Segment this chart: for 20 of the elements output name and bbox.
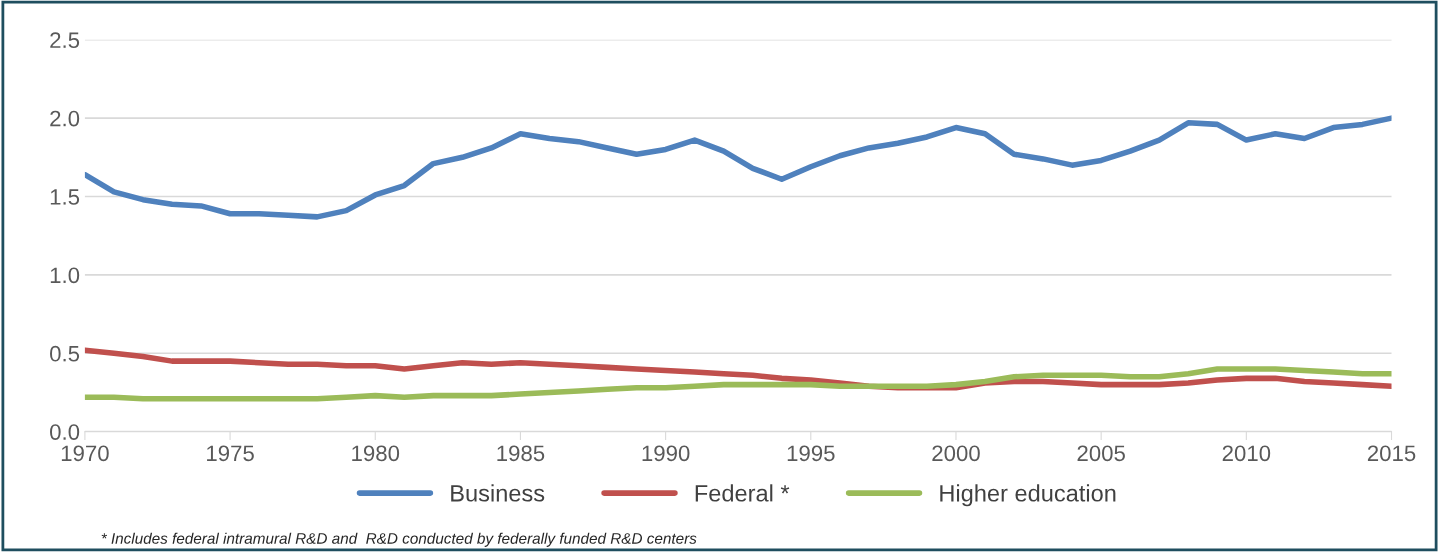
legend-label: Higher education <box>940 484 1116 507</box>
x-tick-label: 1995 <box>787 445 835 462</box>
x-tick-label: 2010 <box>1222 445 1271 462</box>
x-tick-label: 2000 <box>932 445 980 462</box>
x-tick-label: 1970 <box>61 445 109 462</box>
x-tick-label: 1980 <box>352 445 400 462</box>
legend-label: Business <box>451 484 545 502</box>
text: * Includes federal intramural R&D and R&D conducted by federally funded R&D centers <box>101 532 697 547</box>
y-tick-label: 0.5 <box>50 345 80 362</box>
x-tick-label: 2015 <box>1367 445 1416 462</box>
x-tick-label: 1975 <box>207 445 254 462</box>
y-tick-label: 1.5 <box>50 189 80 205</box>
y-tick-label: 2.0 <box>50 110 80 127</box>
x-tick-label: 1990 <box>642 445 690 462</box>
y-tick-label: 2.5 <box>50 32 80 49</box>
y-tick-label: 0.0 <box>50 424 80 440</box>
x-tick-label: 2005 <box>1077 445 1125 462</box>
x-tick-label: 1985 <box>497 445 545 462</box>
legend-label: Federal * <box>695 484 790 502</box>
y-tick-label: 1.0 <box>50 267 80 284</box>
